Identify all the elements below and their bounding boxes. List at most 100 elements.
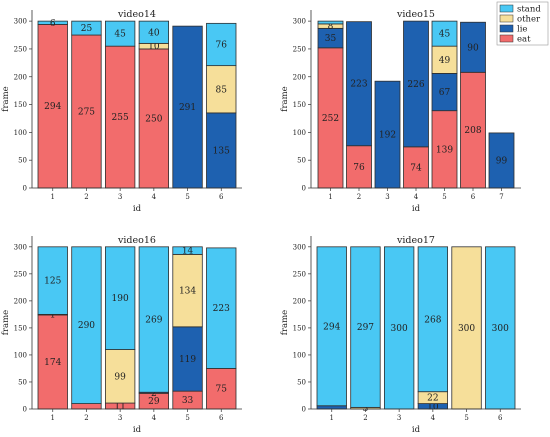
x-tick-label: 1	[328, 193, 332, 201]
data-label-eat-6: 208	[464, 126, 481, 136]
chart-panel-video14: video14 294 6 1 275 25 2 255 45 3 250 10 40 4 291 5 135 8…	[1, 9, 242, 214]
y-tick-label: 100	[14, 351, 27, 359]
y-tick-label: 50	[18, 157, 27, 165]
data-label-stand-6: 223	[213, 304, 230, 314]
y-tick-label: 50	[297, 157, 306, 165]
y-tick-label: 200	[14, 73, 27, 81]
bar-lie-5	[172, 326, 203, 392]
bar-eat-6	[206, 368, 237, 410]
bar-eat-4	[403, 146, 429, 189]
y-tick-label: 150	[14, 324, 27, 332]
data-label-stand-3: 300	[391, 324, 408, 334]
data-label-other-3: 99	[114, 372, 126, 382]
y-tick-label: 150	[14, 101, 27, 109]
data-label-stand-1: 294	[323, 322, 340, 332]
x-tick-label: 4	[152, 193, 157, 201]
data-label-eat-2: 275	[78, 108, 95, 118]
bar-stand-2	[350, 246, 381, 408]
x-tick-label: 6	[219, 414, 224, 422]
x-tick-label: 5	[185, 414, 189, 422]
data-label-eat-3: 11	[114, 402, 125, 412]
chart-title: video17	[396, 235, 435, 246]
y-tick-label: 300	[293, 243, 306, 251]
data-label-other-5: 134	[179, 287, 196, 297]
data-label-stand-4: 269	[145, 316, 162, 326]
y-tick-label: 250	[14, 270, 27, 278]
bar-stand-6	[206, 247, 237, 369]
x-tick-label: 3	[397, 414, 401, 422]
y-tick-label: 100	[293, 351, 306, 359]
legend-label-stand: stand	[517, 5, 541, 15]
bar-other-5	[451, 246, 482, 410]
data-label-eat-3: 255	[112, 113, 129, 123]
x-axis-label: id	[133, 425, 142, 435]
y-tick-label: 300	[293, 18, 306, 26]
x-tick-label: 5	[464, 414, 468, 422]
data-label-other-1: 1	[50, 311, 56, 321]
data-label-other-4: 10	[148, 42, 160, 52]
bar-lie-5	[172, 25, 203, 189]
y-tick-label: 100	[14, 129, 27, 137]
x-tick-label: 5	[185, 193, 189, 201]
y-axis-label: frame	[1, 310, 11, 335]
bar-stand-3	[105, 246, 136, 350]
bar-eat-6	[460, 71, 486, 189]
x-tick-label: 7	[499, 193, 503, 201]
data-label-eat-4: 29	[148, 397, 160, 407]
legend-swatch-other	[499, 14, 514, 23]
y-tick-label: 0	[23, 185, 27, 193]
bar-stand-2	[71, 246, 102, 404]
data-label-other-6: 85	[216, 85, 228, 95]
data-label-eat-1: 174	[44, 358, 61, 368]
data-label-lie-6: 90	[467, 43, 479, 53]
bar-other-5	[431, 45, 458, 74]
legend-swatch-eat	[499, 34, 514, 43]
legend-label-other: other	[517, 15, 541, 25]
x-tick-label: 2	[357, 193, 361, 201]
x-tick-label: 6	[471, 193, 476, 201]
data-label-lie-4: 10	[427, 402, 439, 412]
bar-eat-1	[37, 24, 68, 189]
data-label-lie-3: 192	[379, 131, 396, 141]
bar-eat-2	[71, 403, 102, 410]
chart-title: video15	[396, 9, 435, 20]
x-tick-label: 3	[118, 193, 122, 201]
y-axis-label: frame	[280, 86, 290, 111]
bar-lie-1	[316, 405, 347, 410]
data-label-stand-2: 25	[81, 24, 93, 34]
data-label-stand-1: 6	[50, 19, 56, 29]
y-tick-label: 300	[14, 18, 27, 26]
bar-stand-1	[317, 20, 344, 25]
data-label-eat-5: 33	[182, 396, 194, 406]
bar-lie-6	[460, 21, 486, 73]
data-label-eat-4: 250	[145, 114, 162, 124]
bar-eat-1	[317, 47, 344, 189]
chart-title: video16	[117, 235, 156, 246]
y-tick-label: 0	[302, 406, 306, 414]
y-tick-label: 0	[302, 185, 306, 193]
bar-stand-4	[138, 246, 170, 393]
y-tick-label: 300	[14, 243, 27, 251]
y-tick-label: 200	[293, 73, 306, 81]
data-label-stand-6: 76	[216, 40, 228, 50]
bar-other-6	[206, 65, 237, 114]
x-axis-label: id	[412, 425, 421, 435]
bar-lie-5	[431, 73, 458, 112]
y-tick-label: 250	[293, 270, 306, 278]
y-tick-label: 100	[293, 129, 306, 137]
bar-lie-2	[346, 21, 372, 147]
bar-lie-7	[488, 132, 515, 189]
legend-label-eat: eat	[517, 35, 531, 45]
bar-stand-2	[71, 20, 102, 36]
data-label-lie-2: 223	[350, 80, 367, 90]
x-tick-label: 1	[51, 414, 55, 422]
data-label-stand-6: 300	[492, 324, 509, 334]
y-tick-label: 150	[293, 101, 306, 109]
x-tick-label: 4	[152, 414, 157, 422]
data-label-stand-4: 40	[148, 28, 160, 38]
bar-stand-1	[316, 246, 347, 407]
y-tick-label: 50	[297, 378, 306, 386]
x-tick-label: 6	[219, 193, 224, 201]
legend-label-lie: lie	[517, 25, 527, 35]
